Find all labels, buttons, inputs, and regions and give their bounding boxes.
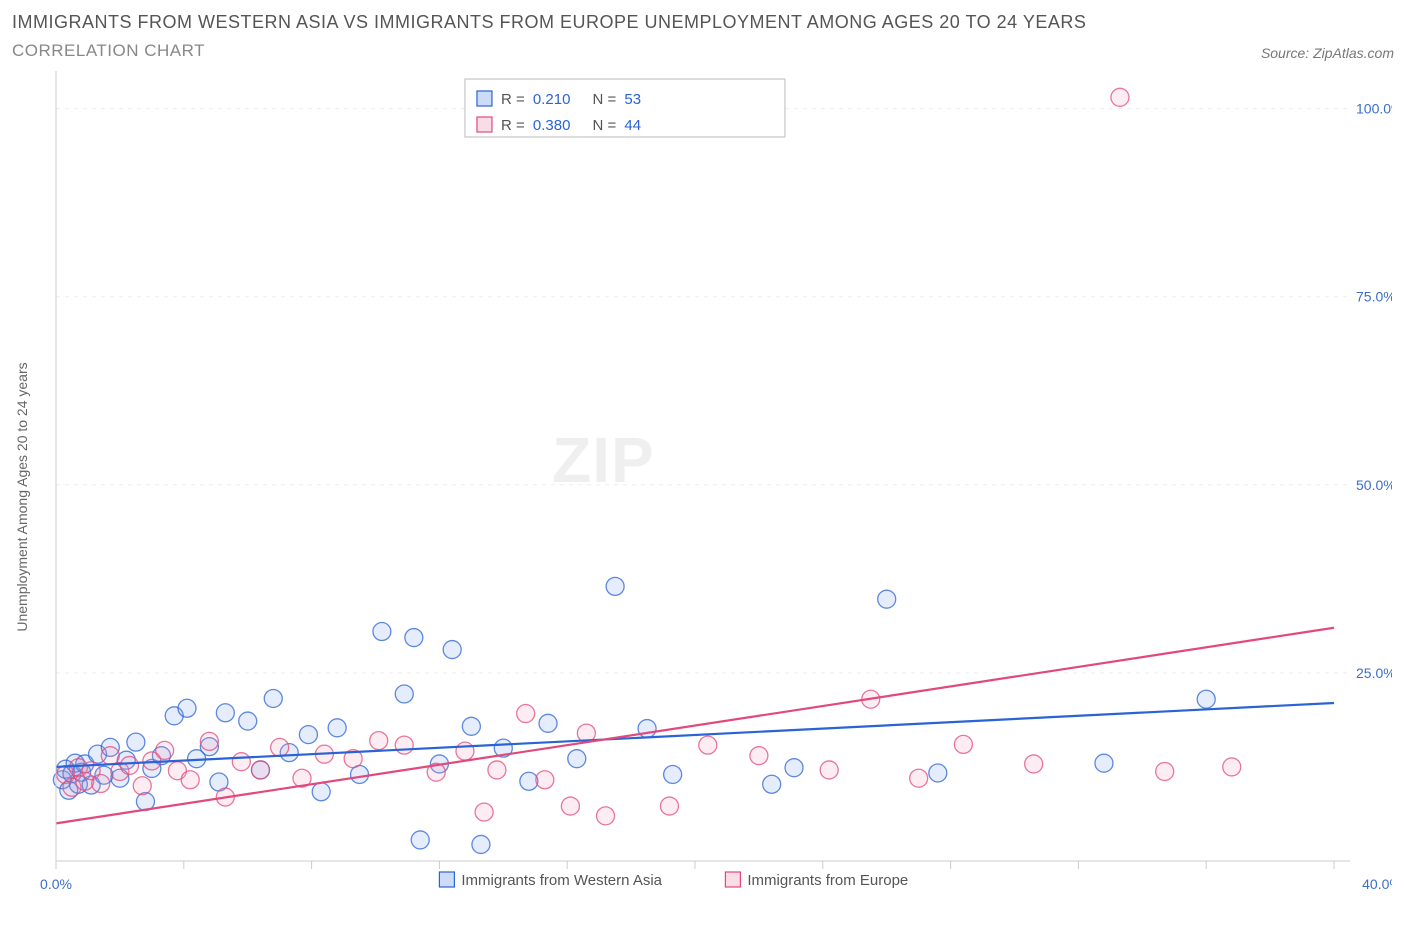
scatter-point xyxy=(660,797,678,815)
scatter-point xyxy=(370,732,388,750)
scatter-point xyxy=(232,753,250,771)
scatter-point xyxy=(929,764,947,782)
scatter-point xyxy=(405,629,423,647)
scatter-point xyxy=(954,735,972,753)
scatter-point xyxy=(328,719,346,737)
scatter-point xyxy=(120,756,138,774)
scatter-point xyxy=(1111,88,1129,106)
scatter-point xyxy=(472,835,490,853)
chart-subtitle: CORRELATION CHART xyxy=(12,41,205,61)
chart-container: Unemployment Among Ages 20 to 24 years 2… xyxy=(12,67,1394,927)
watermark: ZIPatlas xyxy=(552,424,761,496)
scatter-point xyxy=(1197,690,1215,708)
chart-title: IMMIGRANTS FROM WESTERN ASIA VS IMMIGRAN… xyxy=(12,12,1394,33)
scatter-point xyxy=(520,772,538,790)
scatter-point xyxy=(178,699,196,717)
scatter-point xyxy=(373,623,391,641)
x-tick-label: 40.0% xyxy=(1362,876,1392,892)
scatter-point xyxy=(395,685,413,703)
y-tick-label: 75.0% xyxy=(1356,289,1392,305)
scatter-point xyxy=(1025,755,1043,773)
scatter-point xyxy=(462,717,480,735)
legend-swatch xyxy=(477,91,492,106)
scatter-point xyxy=(820,761,838,779)
y-axis-label-wrap: Unemployment Among Ages 20 to 24 years xyxy=(8,67,36,927)
scatter-point xyxy=(488,761,506,779)
scatter-chart: 25.0%50.0%75.0%100.0%ZIPatlas0.0%40.0%R … xyxy=(12,67,1392,927)
scatter-point xyxy=(216,704,234,722)
scatter-point xyxy=(910,769,928,787)
scatter-point xyxy=(785,759,803,777)
scatter-point xyxy=(395,736,413,754)
scatter-point xyxy=(456,742,474,760)
scatter-point xyxy=(200,732,218,750)
scatter-point xyxy=(92,775,110,793)
y-axis-label: Unemployment Among Ages 20 to 24 years xyxy=(14,362,30,631)
scatter-point xyxy=(181,771,199,789)
scatter-point xyxy=(699,736,717,754)
scatter-point xyxy=(1156,762,1174,780)
y-tick-label: 100.0% xyxy=(1356,101,1392,117)
scatter-point xyxy=(606,577,624,595)
scatter-point xyxy=(443,641,461,659)
header: IMMIGRANTS FROM WESTERN ASIA VS IMMIGRAN… xyxy=(12,12,1394,61)
scatter-point xyxy=(271,738,289,756)
source-credit: Source: ZipAtlas.com xyxy=(1261,45,1394,61)
scatter-point xyxy=(1095,754,1113,772)
scatter-point xyxy=(156,741,174,759)
bottom-legend-label: Immigrants from Europe xyxy=(747,872,908,889)
bottom-legend-swatch xyxy=(725,872,740,887)
scatter-point xyxy=(264,689,282,707)
y-tick-label: 50.0% xyxy=(1356,477,1392,493)
scatter-point xyxy=(251,761,269,779)
scatter-point xyxy=(127,733,145,751)
scatter-point xyxy=(763,775,781,793)
scatter-point xyxy=(561,797,579,815)
scatter-point xyxy=(312,783,330,801)
scatter-point xyxy=(475,803,493,821)
scatter-point xyxy=(568,750,586,768)
y-tick-label: 25.0% xyxy=(1356,665,1392,681)
source-prefix: Source: xyxy=(1261,45,1313,61)
scatter-point xyxy=(597,807,615,825)
bottom-legend-label: Immigrants from Western Asia xyxy=(461,872,662,889)
legend-swatch xyxy=(477,117,492,132)
scatter-point xyxy=(750,747,768,765)
source-link[interactable]: ZipAtlas.com xyxy=(1313,45,1394,61)
bottom-legend-swatch xyxy=(439,872,454,887)
scatter-point xyxy=(101,747,119,765)
scatter-point xyxy=(539,714,557,732)
scatter-point xyxy=(1223,758,1241,776)
scatter-point xyxy=(239,712,257,730)
scatter-point xyxy=(133,777,151,795)
scatter-point xyxy=(664,765,682,783)
scatter-point xyxy=(536,771,554,789)
scatter-point xyxy=(878,590,896,608)
scatter-point xyxy=(299,726,317,744)
scatter-point xyxy=(517,705,535,723)
scatter-point xyxy=(411,831,429,849)
x-tick-label: 0.0% xyxy=(40,876,72,892)
